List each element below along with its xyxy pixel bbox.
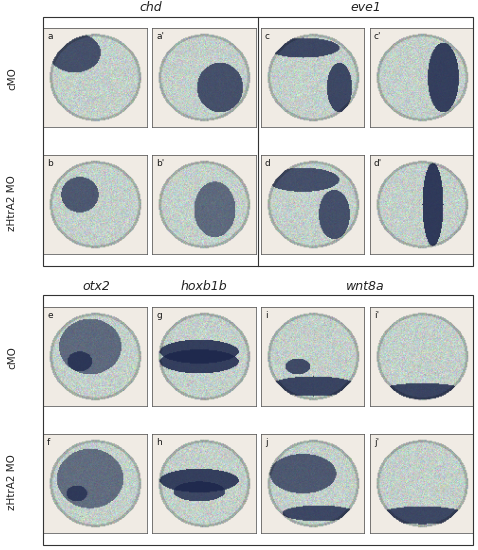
Text: d': d' <box>374 160 382 168</box>
Text: b: b <box>47 160 53 168</box>
Text: c': c' <box>374 32 381 41</box>
Text: j: j <box>265 438 268 447</box>
Text: d: d <box>265 160 271 168</box>
Text: f: f <box>47 438 50 447</box>
Text: hoxb1b: hoxb1b <box>181 280 228 293</box>
Text: i: i <box>265 311 268 320</box>
Text: cMO: cMO <box>7 67 17 90</box>
Text: c: c <box>265 32 270 41</box>
Text: g: g <box>156 311 162 320</box>
Text: zHtrA2 MO: zHtrA2 MO <box>7 454 17 510</box>
Text: a: a <box>47 32 53 41</box>
Text: wnt8a: wnt8a <box>347 280 385 293</box>
Text: chd: chd <box>139 1 162 14</box>
Text: cMO: cMO <box>7 346 17 369</box>
Text: zHtrA2 MO: zHtrA2 MO <box>7 175 17 231</box>
Text: b': b' <box>156 160 164 168</box>
Text: otx2: otx2 <box>83 280 111 293</box>
Text: h: h <box>156 438 162 447</box>
Text: eve1: eve1 <box>350 1 381 14</box>
Text: e: e <box>47 311 53 320</box>
Text: j': j' <box>374 438 379 447</box>
Text: a': a' <box>156 32 164 41</box>
Text: i': i' <box>374 311 379 320</box>
